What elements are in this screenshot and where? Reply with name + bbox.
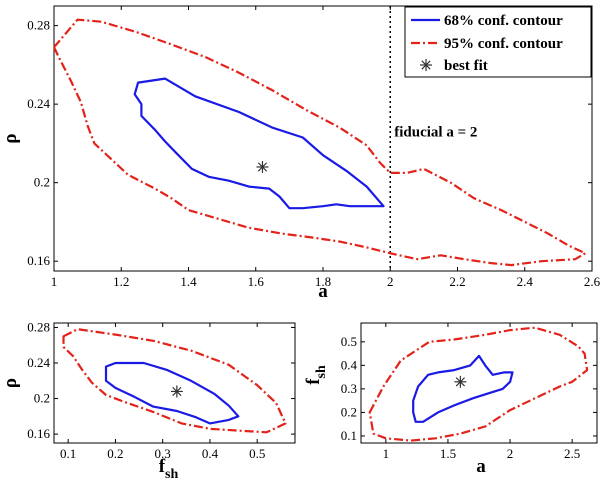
x-axis-label-sub: sh	[165, 467, 178, 482]
panel-bottom-right: 1 1.5 2 2.5 0.1 0.2 0.3 0.4 0.5 a fsh	[303, 322, 598, 477]
panel-bottom-left: 0.1 0.2 0.3 0.4 0.5 0.16 0.2 0.24 0.28 fsh ρ	[0, 319, 296, 482]
best-fit-marker	[170, 385, 183, 398]
x-tick-label: 1.8	[315, 274, 331, 289]
y-axis-label-sub: sh	[314, 365, 329, 378]
contour-68	[412, 354, 514, 423]
y-tick-label: 0.16	[27, 253, 50, 268]
legend-star-stroke	[421, 60, 431, 70]
best-fit-marker	[454, 375, 467, 388]
x-tick-label: 2	[387, 274, 394, 289]
y-tick-label: 0.24	[27, 355, 50, 370]
x-tick-label: 0.4	[202, 446, 219, 461]
contour-68	[104, 361, 240, 425]
x-tick-label: 1.5	[440, 446, 456, 461]
y-tick-label: 0.2	[34, 175, 50, 190]
legend-label: 68% conf. contour	[444, 13, 563, 29]
x-tick-label: 1.2	[113, 274, 129, 289]
x-tick-label: 1.4	[180, 274, 197, 289]
y-axis-label: ρ	[0, 378, 21, 388]
contour-68	[133, 77, 385, 210]
contour-95	[62, 328, 287, 434]
y-tick-label: 0.1	[341, 428, 357, 443]
axes-frame	[360, 322, 598, 444]
axes-frame	[53, 322, 296, 444]
x-tick-label: 0.3	[155, 446, 171, 461]
x-axis-label: fsh	[159, 456, 179, 482]
y-axis-label-main: f	[303, 378, 324, 385]
x-axis-label-main: f	[159, 456, 166, 477]
y-axis-label: fsh	[303, 365, 329, 385]
y-tick-label: 0.28	[27, 18, 50, 33]
y-tick-label: 0.28	[27, 319, 50, 334]
y-tick-label: 0.16	[27, 426, 50, 441]
contour-95	[52, 18, 587, 267]
x-tick-label: 0.2	[107, 446, 123, 461]
x-tick-label: 2	[507, 446, 514, 461]
y-tick-label: 0.2	[34, 391, 50, 406]
x-tick-label: 0.1	[60, 446, 76, 461]
x-tick-label: 2.6	[584, 274, 600, 289]
y-axis-label: ρ	[0, 133, 21, 143]
x-tick-label: 2.5	[564, 446, 580, 461]
x-axis-label: a	[318, 281, 328, 302]
legend-label: best fit	[444, 58, 488, 74]
x-axis-label: a	[476, 456, 486, 477]
y-tick-label: 0.3	[341, 381, 357, 396]
contour-95	[368, 326, 589, 442]
x-tick-label: 1	[51, 274, 58, 289]
best-fit-stroke	[455, 377, 465, 387]
best-fit-stroke	[172, 386, 182, 397]
legend: 68% conf. contour 95% conf. contour best f…	[404, 6, 592, 78]
x-tick-label: 1	[383, 446, 390, 461]
x-tick-label: 0.5	[249, 446, 265, 461]
panel-main: 1 1.2 1.4 1.6 1.8 2 2.2 2.4 2.6 0.16 0.2 0.24 0.28 a ρ…	[0, 5, 600, 302]
fiducial-annotation: fiducial a = 2	[394, 125, 477, 141]
y-tick-label: 0.4	[341, 357, 358, 372]
y-tick-label: 0.2	[341, 404, 357, 419]
best-fit-marker	[256, 160, 269, 173]
best-fit-stroke	[257, 162, 268, 172]
y-tick-label: 0.5	[341, 334, 357, 349]
legend-swatch-best-fit	[420, 59, 432, 71]
x-tick-label: 2.4	[517, 274, 534, 289]
x-tick-label: 1.6	[248, 274, 265, 289]
legend-label: 95% conf. contour	[444, 36, 563, 52]
y-tick-label: 0.24	[27, 96, 50, 111]
x-tick-label: 2.2	[449, 274, 465, 289]
